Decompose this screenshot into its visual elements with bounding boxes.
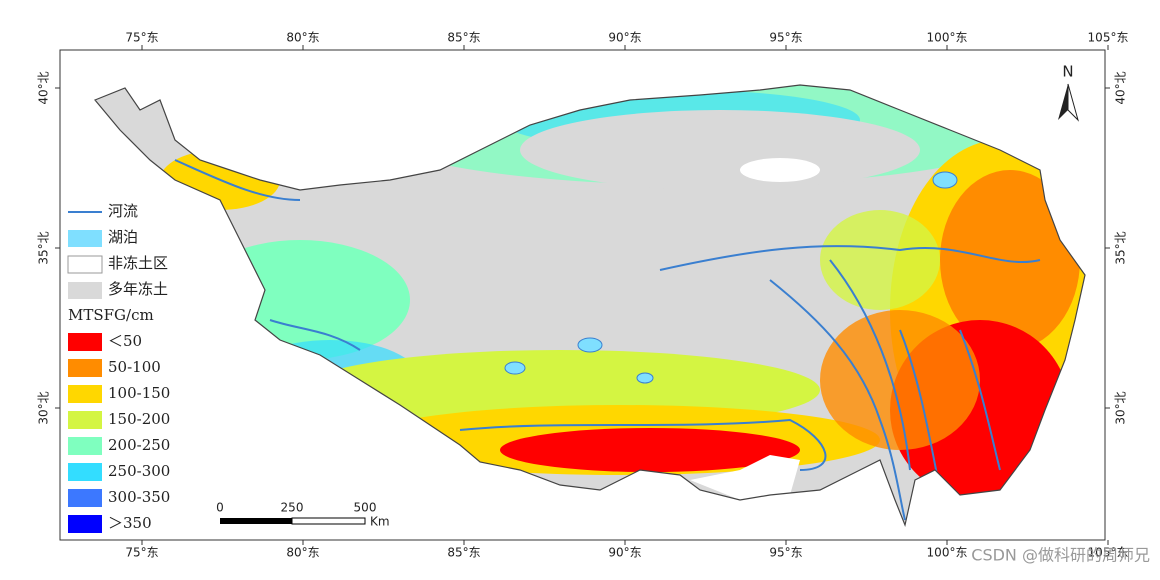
lat-label: 30°北 [37, 391, 51, 424]
legend-label: 多年冻土 [108, 280, 168, 298]
legend-title: MTSFG/cm [68, 306, 154, 324]
scale-tick: 500 [354, 501, 377, 515]
lon-label: 100°东 [927, 31, 968, 45]
permafrost-swatch [68, 282, 102, 299]
legend-label: 非冻土区 [108, 254, 168, 272]
class-swatch [68, 411, 102, 429]
lon-label: 105°东 [1088, 31, 1129, 45]
legend: 河流 湖泊 非冻土区 多年冻土 MTSFG/cm ＜50 50-100 100-15… [67, 202, 170, 533]
legend-label: 300-350 [108, 488, 170, 506]
lat-label: 35°北 [37, 231, 51, 264]
legend-label: ＞350 [108, 514, 152, 532]
lon-label: 90°东 [608, 31, 641, 45]
scale-tick: 250 [281, 501, 304, 515]
north-label: N [1062, 63, 1073, 81]
graticule-labels: 75°东 75°东 80°东 80°东 85°东 85°东 90°东 90°东 95°东 95°东… [37, 31, 1129, 560]
lon-label: 95°东 [769, 31, 802, 45]
lon-label: 105°东 [1088, 546, 1129, 560]
lat-label: 40°北 [37, 71, 51, 104]
lon-label: 75°东 [125, 546, 158, 560]
class-swatch [68, 385, 102, 403]
legend-label: 250-300 [108, 462, 170, 480]
lon-label: 100°东 [927, 546, 968, 560]
class-swatch [68, 333, 102, 351]
lon-label: 85°东 [447, 546, 480, 560]
lat-label: 35°北 [1114, 231, 1128, 264]
legend-label: 河流 [108, 202, 138, 220]
legend-label: ＜50 [108, 332, 142, 350]
north-arrow: N [1058, 63, 1079, 122]
lon-label: 75°东 [125, 31, 158, 45]
lon-label: 80°东 [286, 31, 319, 45]
lon-label: 90°东 [608, 546, 641, 560]
class-swatch [68, 359, 102, 377]
lake-swatch [68, 230, 102, 247]
lat-label: 40°北 [1114, 71, 1128, 104]
legend-label: 100-150 [108, 384, 170, 402]
class-swatch [68, 515, 102, 533]
class-swatch [68, 463, 102, 481]
lon-label: 85°东 [447, 31, 480, 45]
legend-label: 50-100 [108, 358, 161, 376]
scale-unit: Km [370, 515, 390, 529]
lon-label: 80°东 [286, 546, 319, 560]
lon-label: 95°东 [769, 546, 802, 560]
class-swatch [68, 437, 102, 455]
watermark: CSDN @做科研的周师兄 [971, 546, 1150, 565]
legend-label: 200-250 [108, 436, 170, 454]
lat-label: 30°北 [1114, 391, 1128, 424]
legend-label: 150-200 [108, 410, 170, 428]
scale-bar: 0 250 500 Km [216, 501, 389, 529]
scale-tick: 0 [216, 501, 224, 515]
class-swatch [68, 489, 102, 507]
non-permafrost-swatch [67, 255, 103, 274]
legend-label: 湖泊 [108, 228, 138, 246]
